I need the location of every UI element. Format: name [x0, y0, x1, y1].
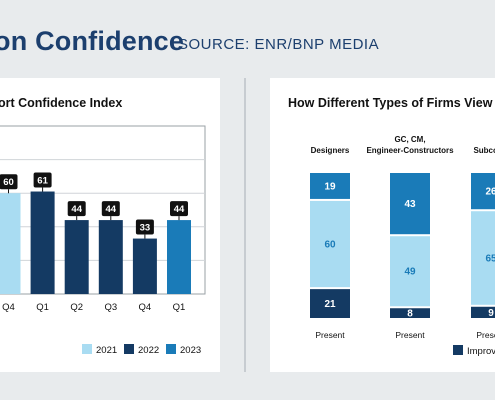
right-chart-title: How Different Types of Firms View t	[288, 96, 495, 110]
stacked-segment	[390, 236, 430, 307]
segment-value: 26	[485, 187, 495, 198]
stacked-segment	[390, 173, 430, 235]
value-label-box	[101, 201, 120, 217]
value-label-box	[67, 201, 86, 217]
segment-value: 60	[324, 240, 336, 251]
legend-swatch	[166, 344, 176, 354]
firm-types-chart: Designers 21 60 19 Present GC, CM, Engineer-Co…	[310, 135, 495, 357]
legend-swatch	[124, 344, 134, 354]
confidence-index-chart: 60 Q4 61 Q1 44 Q2 44 Q3 33 Q4 44 Q1 2021 2022 2023	[0, 125, 206, 356]
legend-label: Improvi	[467, 346, 495, 357]
value-label: 44	[71, 204, 82, 215]
source-label: SOURCE: ENR/BNP MEDIA	[178, 36, 380, 53]
value-label-box	[33, 172, 52, 188]
panel-divider	[244, 78, 246, 372]
stacked-segment	[471, 211, 495, 305]
column-header: Engineer-Constructors	[366, 146, 454, 155]
segment-value: 19	[324, 181, 336, 192]
stacked-segment	[310, 173, 350, 199]
x-label: Present	[315, 330, 345, 340]
stacked-segment	[390, 308, 430, 318]
stacked-segment	[471, 173, 495, 210]
value-label: 44	[174, 204, 185, 215]
category-label: Q4	[139, 302, 152, 313]
bar	[132, 238, 157, 294]
column-header: GC, CM,	[394, 135, 425, 144]
stacked-segment	[471, 306, 495, 318]
bar	[98, 220, 123, 294]
plot-frame	[0, 125, 206, 295]
stacked-segment	[310, 200, 350, 288]
legend-label: 2023	[180, 345, 201, 356]
segment-value: 9	[488, 308, 494, 319]
segment-value: 49	[404, 267, 416, 278]
category-label: Q1	[173, 302, 186, 313]
column-header: Designers	[311, 146, 350, 155]
category-label: Q1	[36, 302, 49, 313]
value-label: 33	[140, 223, 151, 234]
x-label: Present	[395, 330, 425, 340]
segment-value: 21	[324, 299, 336, 310]
value-label-box	[170, 201, 188, 217]
value-label: 60	[3, 177, 14, 188]
legend-label: 2021	[96, 345, 117, 356]
stacked-segment	[310, 289, 350, 318]
value-label-box	[0, 174, 18, 190]
segment-value: 8	[407, 309, 413, 320]
legend-swatch	[453, 345, 463, 355]
category-label: Q4	[2, 302, 15, 313]
category-label: Q2	[70, 302, 83, 313]
bar	[167, 220, 191, 294]
column-header: Subcontr	[473, 146, 495, 155]
bar	[0, 193, 21, 294]
value-label-box	[135, 219, 154, 235]
left-chart-title: ort Confidence Index	[0, 96, 123, 110]
bar	[64, 220, 89, 294]
page-title: on Confidence	[0, 26, 185, 56]
firm-types-panel: How Different Types of Firms View t Desi…	[270, 78, 495, 372]
legend-label: 2022	[138, 345, 159, 356]
segment-value: 43	[404, 199, 416, 210]
value-label: 44	[106, 204, 117, 215]
confidence-index-panel: ort Confidence Index 60 Q4 61 Q1 44 Q2 44 Q3 33 Q…	[0, 78, 220, 372]
x-label: Present	[476, 330, 495, 340]
segment-value: 65	[485, 253, 495, 264]
value-label: 61	[37, 176, 48, 187]
bar	[30, 191, 55, 294]
category-label: Q3	[104, 302, 117, 313]
legend-swatch	[82, 344, 92, 354]
